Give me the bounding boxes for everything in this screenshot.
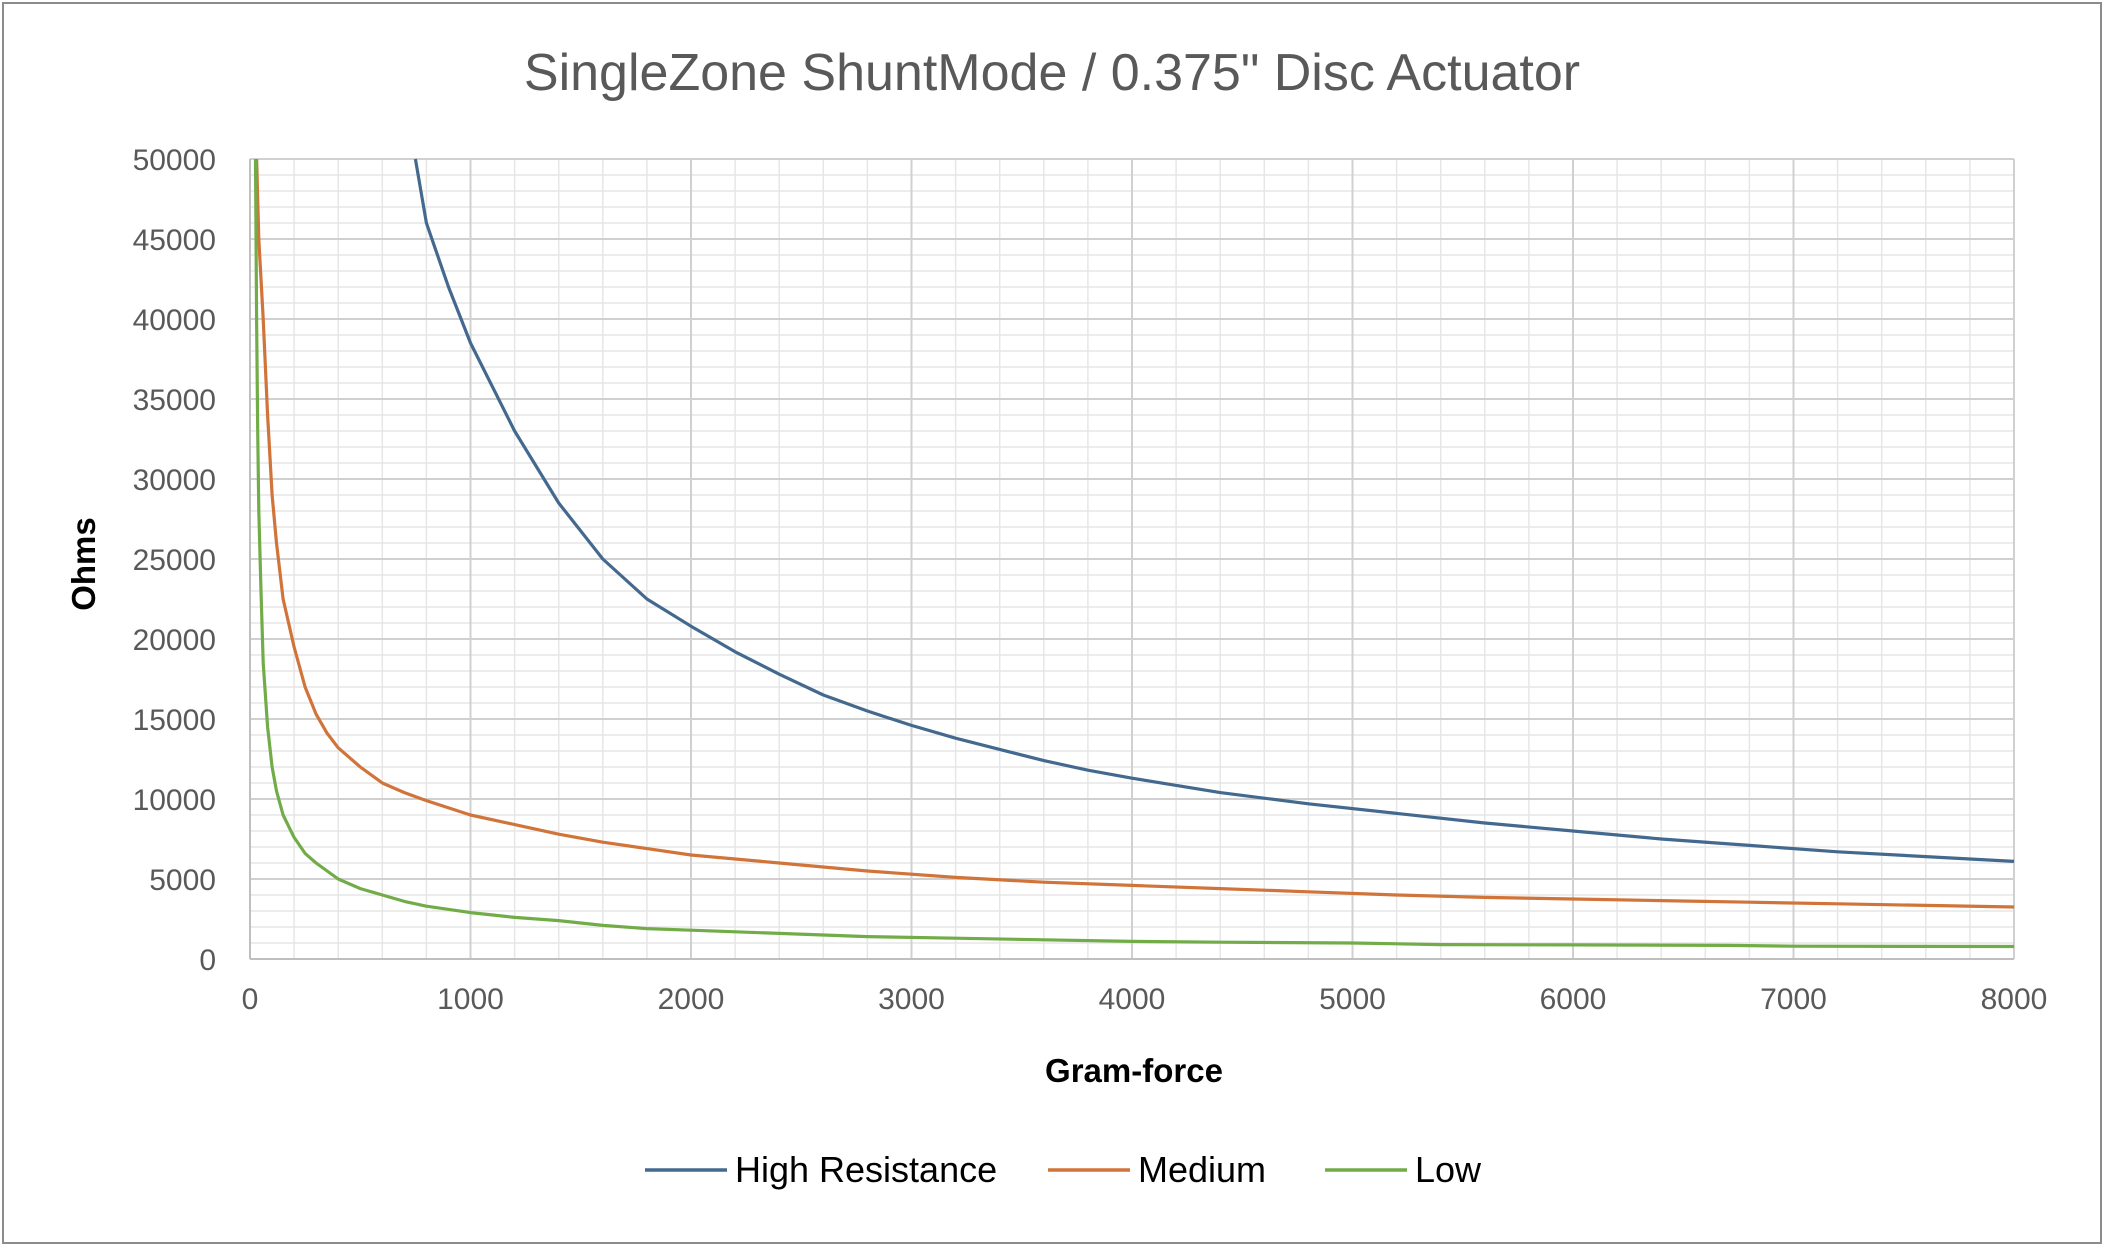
x-tick-label: 5000 (1319, 983, 1386, 1016)
y-tick-label: 0 (199, 944, 216, 977)
y-axis-title: Ohms (65, 517, 102, 611)
x-axis-title: Gram-force (1045, 1052, 1223, 1089)
y-tick-label: 25000 (133, 544, 216, 577)
y-tick-label: 5000 (149, 864, 216, 897)
y-tick-label: 30000 (133, 464, 216, 497)
y-tick-label: 15000 (133, 704, 216, 737)
legend-label-medium: Medium (1138, 1149, 1266, 1190)
x-tick-label: 2000 (658, 983, 725, 1016)
y-tick-label: 45000 (133, 224, 216, 257)
y-tick-label: 20000 (133, 624, 216, 657)
major-gridlines (250, 158, 2015, 959)
series-line-medium (255, 158, 2015, 909)
legend-label-high-resistance: High Resistance (735, 1149, 997, 1190)
chart-title: SingleZone ShuntMode / 0.375" Disc Actua… (524, 44, 1580, 102)
x-tick-label: 0 (242, 983, 259, 1016)
y-tick-label: 50000 (133, 144, 216, 177)
x-tick-label: 8000 (1981, 983, 2048, 1016)
y-tick-labels: 0 5000 10000 15000 20000 25000 30000 35000 40000… (133, 144, 216, 977)
series-line-low (253, 158, 2015, 949)
x-tick-label: 4000 (1099, 983, 1166, 1016)
series-line-high-resistance (413, 158, 2015, 863)
axes (249, 159, 2014, 960)
y-tick-label: 40000 (133, 304, 216, 337)
x-tick-label: 1000 (437, 983, 504, 1016)
x-tick-label: 6000 (1540, 983, 1607, 1016)
legend-label-low: Low (1415, 1149, 1482, 1190)
legend: High Resistance Medium Low (645, 1149, 1482, 1190)
series-lines (253, 158, 2015, 949)
x-tick-labels: 0 1000 2000 3000 4000 5000 6000 7000 8000 (242, 983, 2048, 1016)
x-tick-label: 3000 (878, 983, 945, 1016)
x-tick-label: 7000 (1760, 983, 1827, 1016)
y-tick-label: 35000 (133, 384, 216, 417)
chart-svg: SingleZone ShuntMode / 0.375" Disc Actua… (65, 44, 2048, 1190)
y-tick-label: 10000 (133, 784, 216, 817)
